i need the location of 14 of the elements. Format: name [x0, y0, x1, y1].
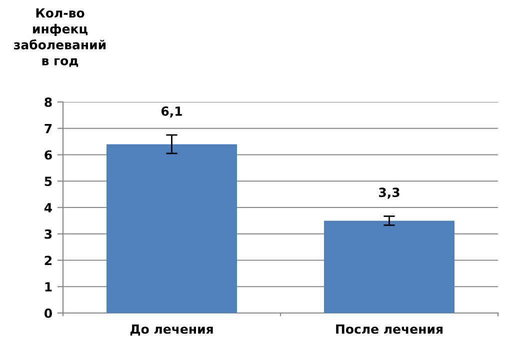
x-tick-label: После лечения: [336, 324, 442, 334]
annotation: 3,3: [379, 188, 400, 199]
y-axis-title: Кол-во инфекц заболеваний в год: [14, 8, 106, 67]
y-tick-label: 3: [44, 229, 52, 239]
x-tick-label: До лечения: [130, 324, 213, 336]
y-tick-label: 0: [44, 308, 52, 318]
y-tick-label: 4: [44, 203, 52, 212]
y-tick-label: 5: [44, 176, 52, 186]
annotation: 6,1: [161, 106, 182, 118]
y-tick-label: 6: [44, 150, 52, 160]
y-tick-label: 8: [44, 97, 52, 107]
y-tick-label: 7: [44, 124, 52, 134]
y-tick-label: 1: [45, 282, 52, 292]
y-tick-label: 2: [44, 256, 52, 265]
